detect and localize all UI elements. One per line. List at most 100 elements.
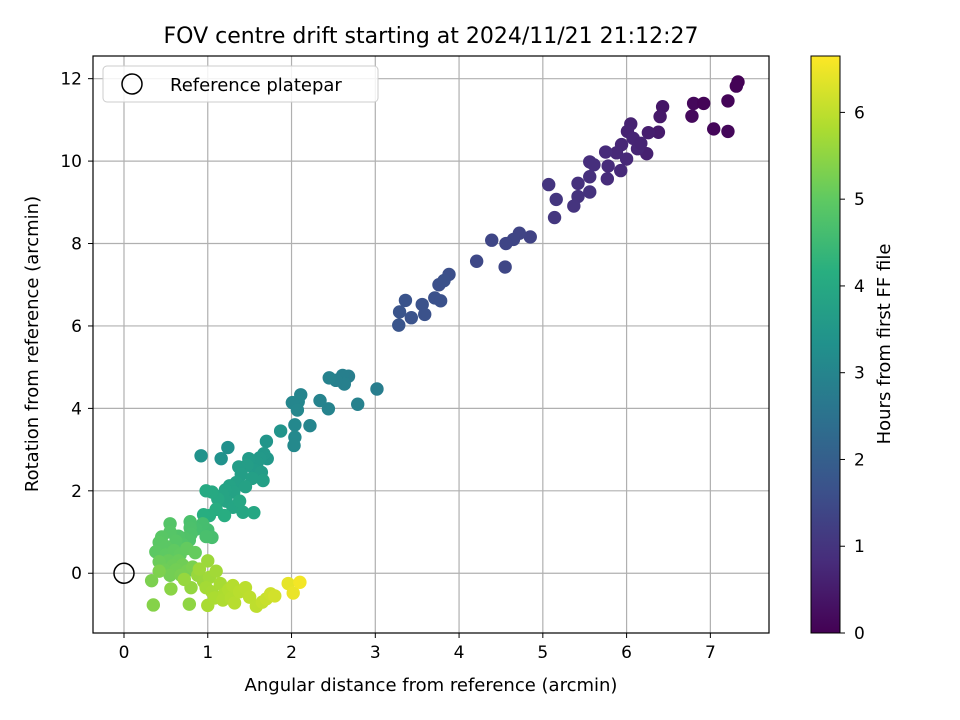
data-point	[729, 79, 744, 93]
data-point	[152, 564, 166, 578]
data-point	[217, 508, 232, 523]
legend: Reference platepar	[102, 65, 379, 103]
data-point	[619, 152, 634, 166]
colorbar-ticks: 0 1 2 3 4 5 6	[840, 103, 865, 644]
data-point	[634, 136, 648, 151]
data-point	[433, 294, 448, 308]
data-point	[498, 260, 512, 274]
x-tick-label: 4	[454, 643, 465, 663]
data-point	[583, 170, 597, 184]
colorbar: 0 1 2 3 4 5 6 Hours from first FF file	[810, 55, 895, 644]
legend-marker-reference	[121, 73, 143, 95]
data-point	[182, 597, 197, 611]
data-point	[567, 199, 581, 213]
legend-label-reference: Reference platepar	[170, 75, 342, 96]
data-point	[571, 176, 585, 191]
data-point	[288, 418, 302, 432]
data-point	[686, 96, 701, 111]
data-point	[707, 122, 721, 136]
data-point	[227, 596, 242, 610]
data-point	[485, 233, 499, 247]
data-point	[641, 125, 656, 140]
data-point	[177, 572, 192, 587]
data-point	[199, 484, 213, 498]
data-point	[721, 124, 735, 139]
data-point	[583, 185, 597, 199]
data-point	[256, 473, 270, 488]
y-axis-label: Rotation from reference (arcmin)	[22, 196, 43, 492]
data-point	[523, 230, 537, 244]
x-tick-label: 6	[621, 643, 632, 663]
data-point	[696, 96, 711, 111]
data-point	[685, 109, 699, 123]
data-point	[144, 573, 159, 588]
legend-box	[102, 65, 379, 103]
data-point	[587, 158, 601, 172]
data-point	[392, 318, 406, 332]
chart-title: FOV centre drift starting at 2024/11/21 …	[164, 24, 699, 49]
y-tick-label: 2	[71, 482, 82, 502]
data-point	[214, 451, 228, 466]
y-axis-ticks: 0 2 4 6 8 10 12	[60, 70, 93, 584]
data-point	[293, 575, 307, 590]
data-point	[164, 582, 178, 596]
x-axis-ticks: 0 1 2 3 4 5 6 7	[119, 633, 716, 663]
data-point	[398, 293, 413, 308]
y-tick-label: 8	[71, 235, 82, 255]
colorbar-tick-label: 6	[854, 103, 865, 123]
data-point	[614, 163, 628, 178]
data-point	[146, 598, 161, 612]
y-tick-label: 6	[71, 317, 82, 337]
data-point	[651, 125, 666, 139]
plot-frame	[92, 55, 770, 634]
data-point	[499, 236, 513, 251]
y-tick-label: 10	[60, 152, 82, 172]
data-point	[201, 554, 215, 568]
x-tick-label: 2	[286, 643, 297, 663]
data-point	[238, 479, 253, 494]
data-point	[721, 94, 735, 108]
data-point	[653, 109, 667, 124]
data-point	[232, 494, 247, 508]
x-tick-label: 1	[202, 643, 213, 663]
data-point	[313, 393, 327, 408]
x-axis-label: Angular distance from reference (arcmin)	[245, 675, 618, 696]
data-point	[221, 440, 235, 455]
colorbar-gradient	[810, 55, 841, 634]
x-tick-label: 7	[705, 643, 716, 663]
data-point	[437, 273, 451, 288]
data-point	[303, 418, 317, 433]
y-tick-label: 12	[60, 70, 82, 90]
data-point	[321, 402, 336, 416]
data-point	[236, 505, 250, 519]
data-point	[209, 564, 223, 578]
y-tick-label: 4	[71, 399, 82, 419]
reference-platepar-marker	[113, 562, 135, 584]
colorbar-tick-label: 0	[854, 624, 865, 644]
colorbar-tick-label: 2	[854, 450, 865, 470]
data-point	[547, 210, 562, 225]
data-point	[199, 529, 213, 544]
data-point	[188, 545, 202, 560]
data-point	[392, 305, 407, 319]
colorbar-label: Hours from first FF file	[874, 244, 895, 445]
colorbar-tick-label: 5	[854, 190, 865, 210]
data-point	[370, 382, 384, 396]
data-point	[351, 397, 365, 411]
data-point	[549, 192, 563, 207]
colorbar-tick-label: 4	[854, 277, 865, 297]
data-point	[163, 568, 177, 582]
data-point	[609, 146, 624, 160]
data-point	[600, 172, 615, 186]
colorbar-tick-label: 1	[854, 537, 865, 557]
data-point	[287, 438, 301, 453]
data-point	[598, 145, 613, 159]
points-layer	[113, 75, 745, 613]
data-point	[290, 403, 305, 417]
colorbar-tick-label: 3	[854, 364, 865, 384]
x-tick-label: 0	[119, 643, 130, 663]
data-point	[194, 449, 208, 463]
x-tick-label: 3	[370, 643, 381, 663]
x-tick-label: 5	[537, 643, 548, 663]
